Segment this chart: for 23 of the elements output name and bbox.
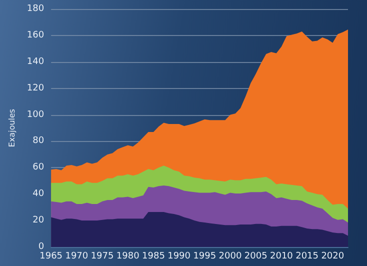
x-tick-label: 2020 <box>321 252 344 262</box>
y-tick-label: 40 <box>32 189 44 200</box>
x-tick-label: 1975 <box>90 252 114 262</box>
x-tick-label: 1990 <box>168 252 191 262</box>
y-tick-label: 140 <box>26 56 44 67</box>
x-tick-label: 2005 <box>244 252 268 262</box>
x-tick-label: 1965 <box>40 252 63 262</box>
y-tick-label: 180 <box>26 4 44 14</box>
x-tick-label: 1980 <box>116 252 140 262</box>
x-tick-label: 1970 <box>65 252 88 262</box>
y-tick-label: 20 <box>32 216 44 226</box>
y-axis-title: Exajoules <box>8 108 16 148</box>
x-tick-label: 2015 <box>296 252 318 262</box>
y-tick-label: 160 <box>26 30 44 40</box>
y-tick-label: 80 <box>32 136 44 146</box>
x-tick-label: 2010 <box>270 252 294 262</box>
y-tick-label: 60 <box>32 162 44 173</box>
x-tick-label: 1985 <box>142 252 165 262</box>
x-tick-label: 2000 <box>218 252 242 262</box>
x-tick-label: 1995 <box>193 252 216 262</box>
y-tick-label: 100 <box>26 110 44 120</box>
y-tick-label: 120 <box>26 83 44 94</box>
y-tick-label: 0 <box>38 242 44 252</box>
